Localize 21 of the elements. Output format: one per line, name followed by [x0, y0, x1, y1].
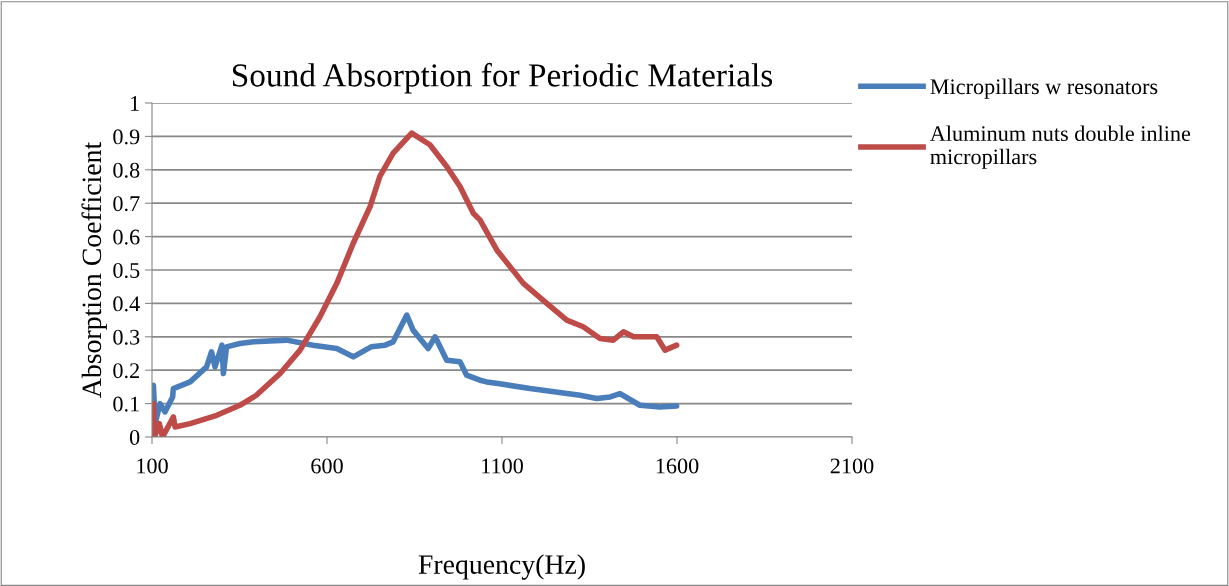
- y-tick-label: 0.5: [113, 262, 140, 279]
- y-tick-label: 0.8: [113, 162, 140, 178]
- legend-label: Aluminum nuts double inline micropillars: [930, 125, 1191, 169]
- y-tick-label: 0: [129, 429, 140, 445]
- y-tick-label: 0.2: [113, 363, 139, 379]
- y-tick-label: 1: [131, 96, 139, 111]
- x-tick-label: 1600: [656, 458, 699, 474]
- x-tick-label: 100: [137, 458, 168, 474]
- chart-title: Sound Absorption for Periodic Materials: [232, 62, 773, 94]
- y-tick-label: 0.7: [113, 196, 140, 212]
- y-tick-label: 0.3: [113, 329, 140, 345]
- y-axis-title: Absorption Coefficient: [81, 141, 107, 398]
- x-tick-label: 2100: [830, 458, 874, 474]
- y-tick-label: 0.4: [113, 296, 140, 312]
- x-tick-label: 1100: [482, 458, 523, 474]
- x-tick-label: 600: [311, 458, 343, 474]
- y-tick-label: 0.6: [113, 229, 140, 245]
- x-axis-title: Frequency(Hz): [418, 554, 585, 580]
- legend-label: Micropillars w resonators: [930, 78, 1158, 99]
- y-tick-label: 0.9: [113, 129, 140, 145]
- y-tick-label: 0.1: [113, 396, 139, 412]
